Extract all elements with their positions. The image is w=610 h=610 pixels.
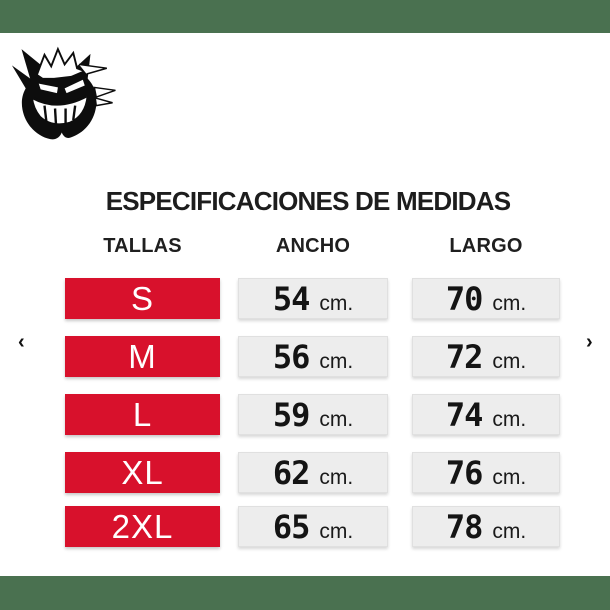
largo-cell: 76 cm. bbox=[412, 452, 560, 493]
largo-cell: 78 cm. bbox=[412, 506, 560, 547]
unit-label: cm. bbox=[492, 520, 527, 543]
header-ancho: ANCHO bbox=[275, 235, 351, 257]
unit-label: cm. bbox=[492, 292, 527, 315]
table-row-xl: XL 62 cm. 76 cm. bbox=[65, 452, 560, 493]
unit-label: cm. bbox=[492, 408, 527, 431]
size-label: XL bbox=[121, 454, 164, 491]
page-title: ESPECIFICACIONES DE MEDIDAS bbox=[105, 186, 511, 216]
size-label: L bbox=[132, 396, 153, 433]
carousel-next-button[interactable]: › bbox=[586, 331, 593, 353]
gengar-logo-icon bbox=[11, 46, 116, 140]
ancho-value: 59 bbox=[272, 396, 311, 434]
ancho-cell: 56 cm. bbox=[238, 336, 388, 377]
table-row-m: M 56 cm. 72 cm. bbox=[65, 336, 560, 377]
ancho-cell: 59 cm. bbox=[238, 394, 388, 435]
header-tallas: TALLAS bbox=[103, 235, 182, 257]
unit-label: cm. bbox=[319, 466, 354, 489]
ancho-value: 62 bbox=[272, 454, 311, 492]
unit-label: cm. bbox=[319, 408, 354, 431]
unit-label: cm. bbox=[319, 350, 354, 373]
unit-label: cm. bbox=[319, 520, 354, 543]
size-badge: 2XL bbox=[65, 506, 220, 547]
size-table: S 54 cm. 70 cm. M 56 cm. 72 cm. bbox=[65, 278, 560, 564]
unit-label: cm. bbox=[492, 466, 527, 489]
size-badge: M bbox=[65, 336, 220, 377]
largo-value: 72 bbox=[445, 338, 484, 376]
unit-label: cm. bbox=[492, 350, 527, 373]
unit-label: cm. bbox=[319, 292, 354, 315]
size-label: 2XL bbox=[111, 508, 174, 545]
table-row-2xl: 2XL 65 cm. 78 cm. bbox=[65, 506, 560, 547]
ancho-cell: 62 cm. bbox=[238, 452, 388, 493]
largo-cell: 70 cm. bbox=[412, 278, 560, 319]
carousel-prev-button[interactable]: ‹ bbox=[18, 331, 25, 353]
size-label: S bbox=[130, 280, 154, 317]
largo-cell: 74 cm. bbox=[412, 394, 560, 435]
table-header-row: TALLAS ANCHO LARGO bbox=[65, 235, 560, 258]
largo-value: 78 bbox=[445, 508, 484, 546]
bottom-green-band bbox=[0, 576, 610, 610]
largo-cell: 72 cm. bbox=[412, 336, 560, 377]
table-row-l: L 59 cm. 74 cm. bbox=[65, 394, 560, 435]
size-label: M bbox=[128, 338, 157, 375]
ancho-cell: 65 cm. bbox=[238, 506, 388, 547]
ancho-value: 56 bbox=[272, 338, 311, 376]
size-badge: L bbox=[65, 394, 220, 435]
size-badge: XL bbox=[65, 452, 220, 493]
ancho-value: 65 bbox=[272, 508, 311, 546]
top-green-band bbox=[0, 0, 610, 33]
ancho-cell: 54 cm. bbox=[238, 278, 388, 319]
largo-value: 70 bbox=[445, 280, 484, 318]
size-badge: S bbox=[65, 278, 220, 319]
largo-value: 74 bbox=[445, 396, 484, 434]
largo-value: 76 bbox=[445, 454, 484, 492]
ancho-value: 54 bbox=[272, 280, 311, 318]
table-row-s: S 54 cm. 70 cm. bbox=[65, 278, 560, 319]
header-largo: LARGO bbox=[449, 235, 523, 257]
